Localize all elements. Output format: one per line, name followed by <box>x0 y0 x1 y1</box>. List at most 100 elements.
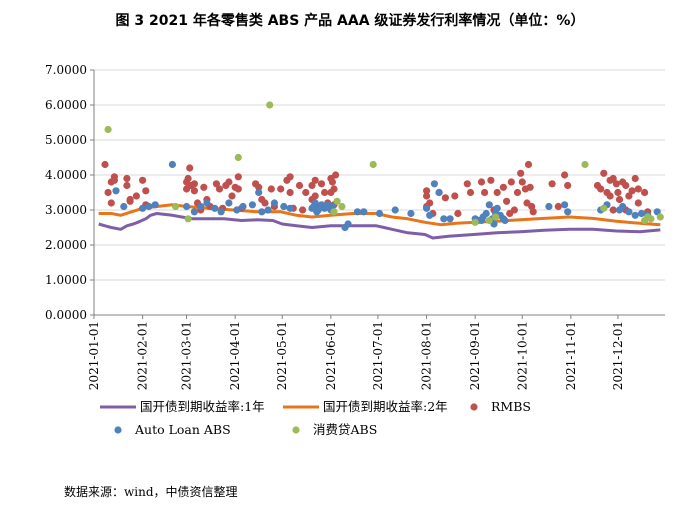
data-point-4 <box>492 213 500 221</box>
x-tick-label: 2021-11-01 <box>564 321 578 390</box>
data-point-3 <box>203 199 211 207</box>
data-point-3 <box>225 199 233 207</box>
data-point-2 <box>184 174 192 183</box>
data-point-4 <box>485 216 493 225</box>
data-point-2 <box>625 192 633 200</box>
data-point-2 <box>612 180 621 188</box>
data-point-4 <box>104 125 112 134</box>
data-point-2 <box>123 174 131 183</box>
data-point-2 <box>110 176 118 184</box>
x-tick-label: 2021-03-01 <box>180 321 194 390</box>
data-point-2 <box>477 178 486 186</box>
y-tick-label: 6.0000 <box>45 98 87 112</box>
data-point-3 <box>493 204 501 212</box>
legend: 国开债到期收益率:1年 国开债到期收益率:2年 RMBS Auto Loan ABS 消… <box>100 399 531 437</box>
x-tick-label: 2021-07-01 <box>371 321 385 390</box>
data-point-4 <box>656 213 664 221</box>
data-point-2 <box>510 206 518 214</box>
data-point-2 <box>225 178 233 186</box>
data-point-2 <box>267 185 275 193</box>
x-axis-ticks: 2021-01-01 2021-02-01 2021-03-01 2021-04-01… <box>87 315 625 390</box>
legend-label-0: 国开债到期收益率:1年 <box>140 399 265 414</box>
data-point-2 <box>634 185 642 193</box>
data-point-2 <box>142 187 150 195</box>
data-point-2 <box>524 160 533 169</box>
data-point-2 <box>126 197 134 205</box>
data-point-2 <box>328 178 336 186</box>
data-point-3 <box>625 208 633 216</box>
data-point-3 <box>168 160 176 169</box>
data-point-3 <box>145 202 153 211</box>
series-line-0 <box>98 212 661 240</box>
data-point-2 <box>481 188 489 197</box>
data-point-4 <box>234 153 242 162</box>
data-point-3 <box>446 215 454 223</box>
data-point-2 <box>597 185 605 193</box>
chart-title: 图 3 2021 年各零售类 ABS 产品 AAA 级证券发行利率情况（单位：%… <box>115 13 585 29</box>
data-point-2 <box>564 181 572 190</box>
data-point-3 <box>435 188 443 197</box>
data-point-3 <box>426 211 434 219</box>
data-point-2 <box>609 174 617 183</box>
data-point-3 <box>391 206 399 214</box>
data-point-2 <box>190 187 198 195</box>
data-point-3 <box>653 208 661 216</box>
data-point-2 <box>634 199 642 207</box>
data-point-2 <box>517 169 525 177</box>
data-point-2 <box>614 188 622 197</box>
data-point-2 <box>302 188 310 197</box>
data-point-2 <box>104 188 112 197</box>
data-point-4 <box>330 208 338 216</box>
data-point-3 <box>564 208 572 216</box>
data-point-3 <box>190 208 198 216</box>
y-gridlines <box>94 69 665 281</box>
data-point-2 <box>200 183 208 191</box>
data-point-2 <box>628 187 636 195</box>
y-tick-label: 5.0000 <box>45 133 87 147</box>
legend-swatch-4 <box>292 426 300 434</box>
data-point-2 <box>606 192 614 200</box>
data-point-2 <box>609 206 617 214</box>
data-point-3 <box>139 204 147 212</box>
x-tick-label: 2021-08-01 <box>420 321 434 390</box>
data-point-2 <box>622 181 630 190</box>
legend-swatch-2 <box>470 403 478 411</box>
data-point-3 <box>631 211 639 219</box>
x-tick-label: 2021-04-01 <box>228 321 242 390</box>
x-tick-label: 2021-05-01 <box>275 321 289 390</box>
data-point-2 <box>255 183 263 191</box>
data-point-2 <box>277 185 285 193</box>
data-point-3 <box>183 202 191 211</box>
data-point-3 <box>112 187 120 195</box>
data-point-3 <box>561 201 569 209</box>
scatter-points <box>101 101 664 232</box>
data-point-2 <box>631 174 639 183</box>
data-point-2 <box>308 181 316 190</box>
data-point-2 <box>261 199 269 207</box>
data-point-2 <box>107 199 115 207</box>
data-point-4 <box>369 160 377 169</box>
data-point-3 <box>120 202 128 211</box>
data-point-4 <box>600 204 608 212</box>
data-point-3 <box>217 208 225 216</box>
data-point-4 <box>172 202 180 211</box>
data-point-2 <box>132 192 140 200</box>
y-tick-label: 4.0000 <box>45 168 87 182</box>
x-tick-label: 2021-09-01 <box>468 321 482 390</box>
x-tick-label: 2021-01-01 <box>87 321 101 390</box>
data-point-2 <box>330 185 338 193</box>
data-point-2 <box>286 188 294 197</box>
data-point-3 <box>311 199 319 207</box>
data-point-3 <box>485 201 493 209</box>
data-point-3 <box>637 209 646 218</box>
data-point-4 <box>581 160 589 169</box>
data-point-3 <box>151 201 159 209</box>
data-point-3 <box>280 202 288 211</box>
legend-label-2: RMBS <box>491 399 531 414</box>
data-point-2 <box>548 180 556 188</box>
data-point-2 <box>423 192 431 200</box>
data-point-3 <box>375 209 384 218</box>
data-point-2 <box>451 192 459 200</box>
data-point-2 <box>466 188 475 197</box>
data-point-3 <box>619 202 627 211</box>
